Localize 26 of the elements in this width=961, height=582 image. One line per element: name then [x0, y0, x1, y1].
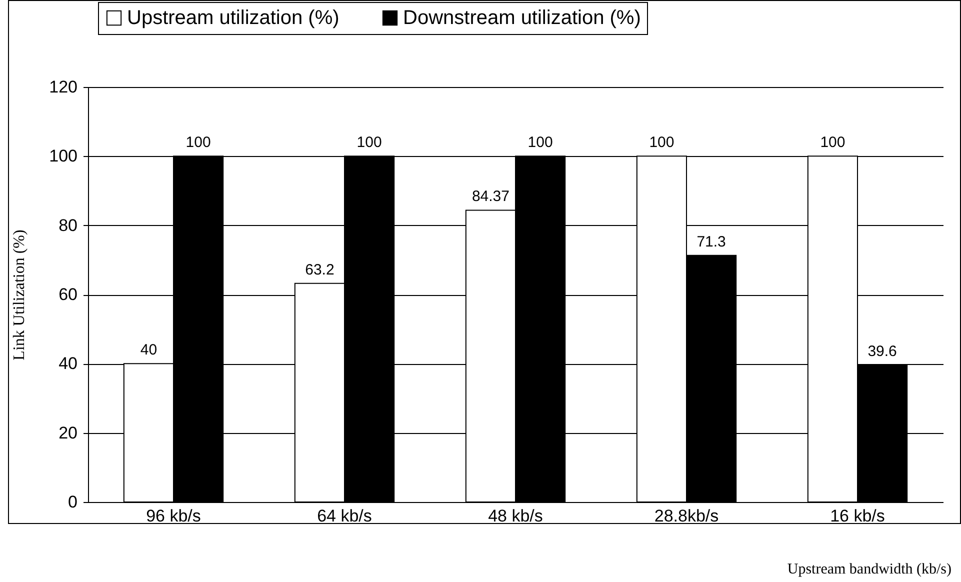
data-label: 100: [528, 134, 553, 152]
legend-label: Downstream utilization (%): [403, 7, 641, 29]
y-tick-label: 60: [58, 285, 78, 304]
data-label: 63.2: [305, 261, 334, 278]
x-tick-label: 28.8kb/s: [654, 506, 719, 526]
y-tick-label: 40: [58, 354, 78, 374]
x-axis-title: Upstream bandwidth (kb/s): [787, 562, 952, 578]
x-tick-label: 16 kb/s: [830, 506, 885, 526]
x-tick-label: 64 kb/s: [317, 506, 372, 526]
data-label: 39.6: [868, 343, 897, 360]
data-label: 100: [356, 134, 382, 152]
y-tick-label: 0: [68, 492, 78, 512]
data-label: 84.37: [472, 188, 510, 206]
y-tick-label: 100: [49, 146, 78, 166]
y-tick-label: 20: [58, 423, 78, 442]
y-axis-title: Link Utilization (%): [11, 230, 28, 360]
data-label: 100: [186, 134, 211, 152]
x-tick-label: 96 kb/s: [146, 506, 201, 526]
data-label: 100: [649, 134, 674, 152]
y-tick-label: 120: [49, 78, 78, 96]
data-label: 40: [140, 342, 158, 359]
y-tick-label: 80: [58, 216, 78, 235]
x-tick-label: 48 kb/s: [488, 506, 543, 526]
data-label: 100: [820, 134, 846, 152]
legend-label: Upstream utilization (%): [127, 7, 340, 29]
data-label: 71.3: [696, 233, 726, 250]
